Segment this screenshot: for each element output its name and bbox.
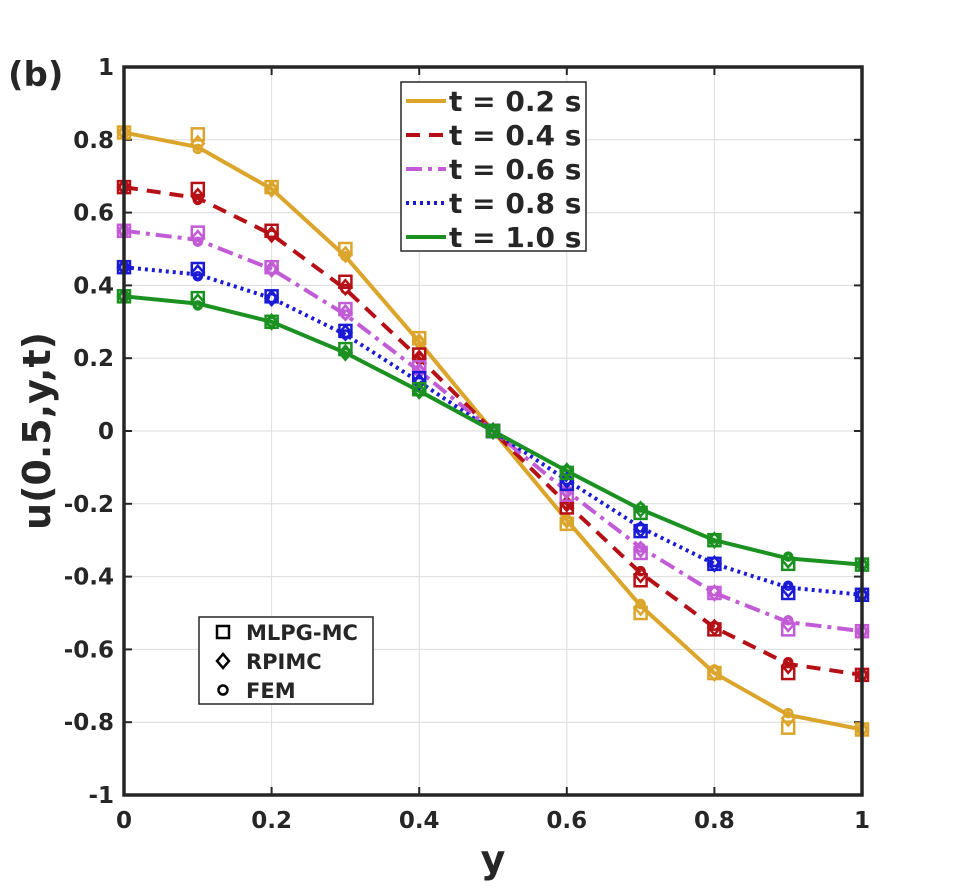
fem-marker (635, 542, 646, 553)
fem-marker (340, 251, 351, 262)
series-legend: t = 0.2 st = 0.4 st = 0.6 st = 0.8 st = … (400, 81, 587, 254)
mlpg-mc-marker (780, 720, 796, 735)
fem-marker (266, 229, 277, 240)
series-legend-box (400, 81, 587, 252)
fem-marker (709, 664, 720, 675)
mlpg-mc-marker (190, 290, 206, 306)
y-tick-label: 1 (98, 55, 114, 81)
x-tick-label: 0.6 (546, 808, 587, 834)
series-line (123, 265, 863, 597)
fem-marker (561, 465, 573, 477)
x-tick-label: 0 (116, 808, 132, 834)
y-tick-label: -1 (88, 783, 114, 809)
panel-label: (b) (8, 55, 63, 95)
y-tick-label: 0.4 (73, 273, 114, 299)
y-tick-label: -0.8 (64, 710, 114, 736)
legend-label: t = 0.4 s (449, 119, 581, 152)
mlpg-mc-marker (338, 274, 353, 290)
mlpg-mc-marker (780, 585, 796, 601)
x-tick-label: 0.4 (399, 808, 440, 834)
fem-marker (413, 385, 425, 397)
fem-marker (709, 585, 720, 597)
marker-legend-label: FEM (246, 679, 296, 703)
fem-marker (487, 425, 499, 437)
y-tick-label: 0.6 (73, 201, 114, 227)
y-tick-label: -0.6 (64, 637, 114, 663)
fem-marker (709, 533, 720, 544)
x-tick-label: 0.2 (251, 808, 292, 834)
square-marker-icon (215, 624, 231, 640)
fem-marker (635, 565, 646, 577)
mlpg-mc-marker (338, 301, 353, 317)
fem-marker (782, 707, 794, 719)
diamond-marker-icon (215, 652, 231, 670)
fem-marker (340, 309, 351, 320)
mlpg-mc-marker (190, 127, 206, 142)
series-line (123, 294, 863, 567)
series-lines (123, 130, 863, 732)
fem-marker (635, 502, 646, 513)
x-tick-labels: 0 0.2 0.4 0.6 0.8 1 (116, 808, 870, 834)
fem-marker (782, 551, 794, 562)
marker-legend: MLPG-MC RPIMC FEM (198, 616, 374, 705)
legend-label: t = 1.0 s (449, 221, 581, 254)
fem-marker (782, 615, 794, 626)
mlpg-mc-marker (633, 505, 648, 521)
fem-marker (192, 236, 204, 247)
fem-marker (192, 194, 204, 206)
fem-marker (340, 347, 351, 358)
circle-marker-icon (217, 684, 229, 696)
legend-label: t = 0.8 s (449, 187, 581, 220)
fem-marker (192, 300, 204, 311)
fem-marker (709, 556, 720, 568)
y-tick-label: -0.4 (64, 565, 114, 591)
mlpg-mc-marker (338, 241, 353, 257)
mlpg-mc-marker (338, 341, 353, 357)
y-tick-labels: -1 -0.8 -0.6 -0.4 -0.2 0 0.2 0.4 0.6 0.8 1 (64, 55, 114, 809)
mlpg-mc-marker (559, 516, 575, 532)
mlpg-mc-marker (780, 556, 796, 572)
y-tick-label: 0 (98, 419, 114, 445)
mlpg-mc-marker (633, 545, 648, 561)
fem-marker (635, 598, 646, 610)
fem-marker (266, 292, 277, 304)
mlpg-mc-marker (411, 330, 427, 346)
x-tick-label: 0.8 (694, 808, 735, 834)
mlpg-mc-marker (190, 261, 206, 277)
marker-legend-label: RPIMC (246, 650, 322, 674)
fem-marker (266, 263, 277, 275)
legend-label: t = 0.2 s (449, 85, 581, 118)
fem-marker (266, 316, 277, 328)
plot-frame (122, 65, 864, 797)
y-tick-label: 0.8 (73, 128, 114, 154)
fem-marker (413, 336, 425, 348)
y-axis-label: u(0.5,y,t) (15, 332, 59, 530)
fem-marker (192, 143, 204, 155)
fem-marker (635, 522, 646, 533)
y-tick-label: 0.2 (73, 346, 114, 372)
x-axis-label: y (481, 837, 506, 881)
x-tick-label: 1 (854, 808, 870, 834)
legend-label: t = 0.6 s (449, 153, 581, 186)
fem-marker (340, 329, 351, 340)
fem-marker (340, 283, 351, 295)
fem-marker (782, 580, 794, 591)
rpimc-marker (190, 134, 206, 153)
fem-marker (266, 183, 277, 195)
fem-marker (192, 271, 204, 282)
y-tick-label: -0.2 (64, 492, 114, 518)
marker-legend-label: MLPG-MC (246, 621, 358, 645)
fem-marker (782, 656, 794, 668)
fem-marker (709, 620, 720, 631)
fem-marker (561, 514, 573, 526)
mlpg-mc-marker (264, 223, 279, 239)
